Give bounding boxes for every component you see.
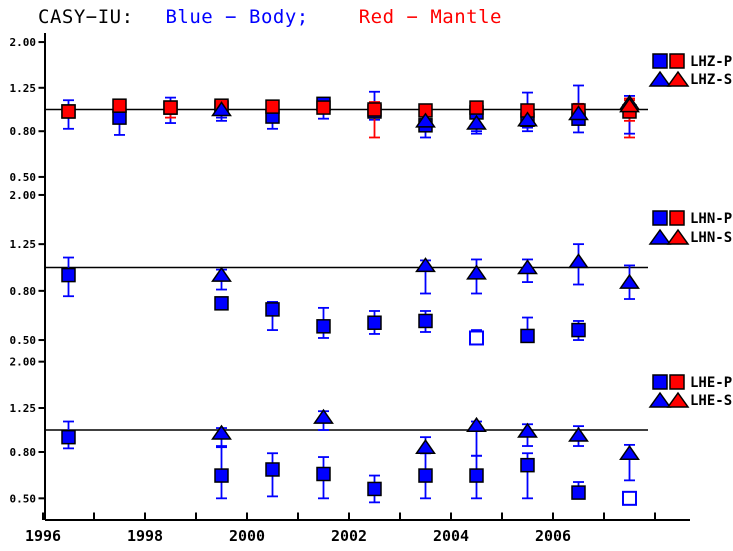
marker-square [61,267,76,283]
marker-triangle [517,259,538,275]
marker-triangle [619,273,640,289]
marker-square [316,466,331,482]
x-tick-label: 1996 [25,527,61,545]
marker-square [61,429,76,445]
legend-square-mantle [669,210,685,226]
marker-triangle [568,105,589,121]
marker-triangle [313,408,334,424]
y-tick-label: 2.00 [10,36,37,49]
marker-triangle [466,114,487,130]
title-mantle-label: Red − Mantle [358,6,502,28]
marker-triangle [568,426,589,442]
legend-label: LHE-P [690,375,732,391]
marker-triangle [415,112,436,128]
panel-LHN: 2.00 1.25 0.80 0.50 LHN-P LHN-S [10,189,733,347]
marker-open-square [622,490,637,506]
marker-triangle [415,438,436,454]
marker-square [571,485,586,500]
legend-label: LHZ-S [690,72,732,88]
y-tick-label: 0.50 [10,171,37,184]
marker-square [520,328,535,344]
x-tick-label: 1998 [127,527,163,545]
marker-triangle [466,264,487,280]
marker-square [367,102,382,117]
panel-LHE: 2.00 1.25 0.80 0.50 LHE-P LHE-S [10,356,732,506]
panel-LHZ: 2.00 1.25 0.80 0.50 LHZ-P LHZ-S [10,36,733,184]
legend-label: LHN-P [690,211,732,227]
x-tick-label: 2000 [229,527,265,545]
marker-triangle [211,424,232,440]
marker-triangle [517,111,538,127]
marker-square [214,296,229,311]
legend-label: LHN-S [690,230,732,246]
title-body-label: Blue − Body; [165,6,309,28]
legend-square-body [652,210,668,226]
title-station: CASY−IU: [38,6,134,28]
marker-square [61,104,76,119]
legend-square-mantle [669,53,685,69]
legend-square-body [652,374,668,390]
marker-triangle [619,97,640,113]
marker-square [520,457,535,473]
marker-square [265,99,280,114]
y-tick-label: 1.25 [10,238,37,251]
marker-triangle [211,266,232,282]
marker-triangle [619,444,640,460]
y-tick-label: 1.25 [10,402,37,415]
marker-triangle [568,253,589,269]
marker-square [367,481,382,497]
legend-triangle-mantle [666,228,690,245]
y-tick-label: 0.50 [10,334,37,347]
legend-triangle-mantle [666,70,690,87]
legend-triangle-mantle [666,391,690,408]
marker-square [367,315,382,330]
marker-triangle [415,257,436,273]
marker-square [265,462,280,477]
marker-square [163,100,178,115]
marker-square [316,100,331,115]
marker-square [214,468,229,483]
x-tick-label: 2002 [331,527,367,545]
figure-title: CASY−IU: Blue − Body; Red − Mantle [38,6,502,28]
marker-square [418,468,433,483]
marker-square [571,322,586,338]
y-tick-label: 0.80 [10,446,37,459]
marker-square [469,100,484,115]
x-tick-label: 2006 [535,527,571,545]
legend-triangle-body [648,391,672,408]
y-tick-label: 2.00 [10,189,37,202]
marker-open-square [469,330,484,346]
y-tick-label: 2.00 [10,356,37,369]
x-tick-label: 2004 [433,527,469,545]
legend-label: LHE-S [690,393,732,409]
marker-square [265,302,280,317]
marker-square [469,468,484,483]
legend-triangle-body [648,228,672,245]
y-tick-label: 0.80 [10,125,37,138]
marker-square [112,98,127,113]
marker-square [316,319,331,334]
legend-label: LHZ-P [690,54,732,70]
y-tick-label: 0.80 [10,285,37,298]
legend-square-body [652,53,668,69]
marker-square [418,313,433,329]
y-tick-label: 0.50 [10,492,37,505]
y-tick-label: 1.25 [10,82,37,95]
marker-triangle [466,416,487,432]
legend-square-mantle [669,374,685,390]
marker-square [112,110,127,125]
legend-triangle-body [648,70,672,87]
marker-triangle [517,422,538,438]
marker-triangle [211,101,232,117]
